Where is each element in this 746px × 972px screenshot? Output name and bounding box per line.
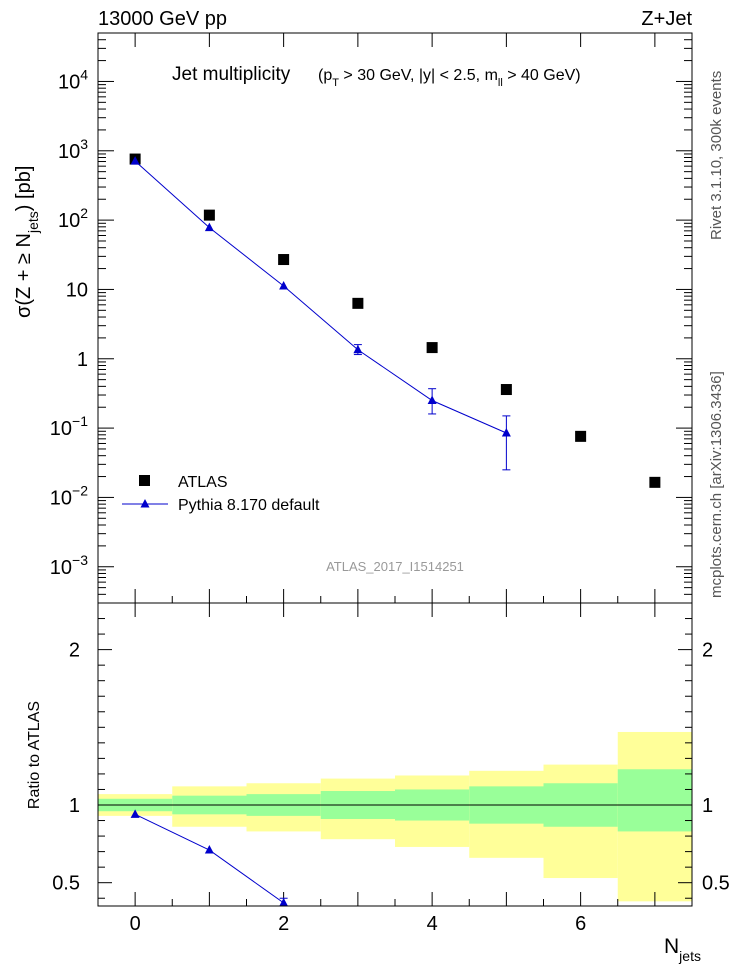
uncertainty-bands: [98, 731, 692, 902]
atlas-point: [649, 476, 661, 488]
ratio-y-axis-label: Ratio to ATLAS: [26, 701, 43, 809]
main-axis-ticks: 10−3 10−2 10−1 1 10 102 103 104: [50, 32, 693, 604]
legend-pythia-label: Pythia 8.170 default: [178, 497, 320, 514]
pythia-point: [279, 281, 289, 290]
process-label: Z+Jet: [641, 8, 692, 30]
ratio-axis-ticks: 0.5 0.5 1 1 2 2 0 2 4 6: [52, 603, 730, 935]
atlas-point: [352, 297, 364, 309]
legend-atlas-label: ATLAS: [178, 474, 228, 491]
y-tick-label: 10−2: [50, 482, 88, 509]
atlas-point: [575, 430, 587, 442]
chart-subtitle: (pT > 30 GeV, |y| < 2.5, mll > 40 GeV): [318, 67, 581, 89]
ratio-y-tick-label: 2: [69, 640, 80, 662]
collision-energy-label: 13000 GeV pp: [98, 8, 227, 30]
y-tick-label: 10: [66, 279, 88, 301]
ratio-pythia-point: [279, 897, 289, 907]
x-axis-label: Njets: [664, 935, 701, 964]
y-tick-label: 102: [58, 205, 88, 232]
ratio-y-tick-label-right: 0.5: [702, 873, 730, 895]
chart-subtitle-text: (pT > 30 GeV, |y| < 2.5, mll > 40 GeV): [318, 67, 581, 89]
ratio-pythia-point: [204, 845, 214, 854]
ratio-y-tick-label-right: 1: [702, 795, 713, 817]
main-data-layer: [129, 153, 661, 488]
y-tick-label: 10−3: [50, 552, 88, 579]
pythia-line: [134, 160, 507, 434]
atlas-point: [203, 209, 215, 221]
pythia-point: [501, 427, 511, 437]
y-tick-label: 1: [77, 349, 88, 371]
x-tick-label: 4: [427, 913, 438, 935]
x-tick-label: 0: [130, 913, 141, 935]
atlas-point: [426, 342, 438, 354]
ratio-pythia-point: [130, 809, 140, 818]
legend-atlas-marker: [139, 475, 150, 486]
rivet-version-label: Rivet 3.1.10, 300k events: [708, 71, 725, 240]
inner-band: [617, 769, 692, 832]
pythia-point: [427, 395, 437, 405]
pythia-point: [353, 344, 363, 354]
mcplots-label: mcplots.cern.ch [arXiv:1306.3436]: [708, 371, 725, 598]
y-tick-label: 103: [58, 136, 88, 163]
ratio-panel: 0.5 0.5 1 1 2 2 0 2 4 6 Ratio to ATLAS: [26, 602, 730, 935]
ratio-frame: [97, 602, 693, 907]
main-y-label-text: σ(Z + ≥ Njets) [pb]: [13, 166, 41, 318]
legend: ATLAS Pythia 8.170 default: [122, 474, 320, 514]
pythia-point: [204, 222, 214, 232]
x-tick-label: 2: [278, 913, 289, 935]
main-frame: [97, 32, 693, 604]
chart-title: Jet multiplicity: [172, 64, 291, 85]
ratio-y-tick-label: 1: [69, 795, 80, 817]
x-tick-label: 6: [575, 913, 586, 935]
y-tick-label: 10−1: [50, 413, 88, 440]
main-y-axis-label: σ(Z + ≥ Njets) [pb]: [13, 166, 41, 318]
ratio-y-tick-label-right: 2: [702, 640, 713, 662]
y-tick-label: 104: [58, 66, 88, 93]
pythia-point: [130, 156, 140, 165]
main-panel: 10−3 10−2 10−1 1 10 102 103 104 Jet multiplicit…: [13, 32, 693, 604]
legend-pythia-marker: [140, 499, 150, 508]
ratio-data-layer: [130, 809, 289, 907]
x-label-text: Njets: [664, 935, 701, 964]
analysis-watermark: ATLAS_2017_I1514251: [326, 559, 464, 574]
ratio-y-tick-label: 0.5: [52, 873, 80, 895]
atlas-point: [500, 384, 512, 396]
atlas-point: [278, 254, 290, 266]
